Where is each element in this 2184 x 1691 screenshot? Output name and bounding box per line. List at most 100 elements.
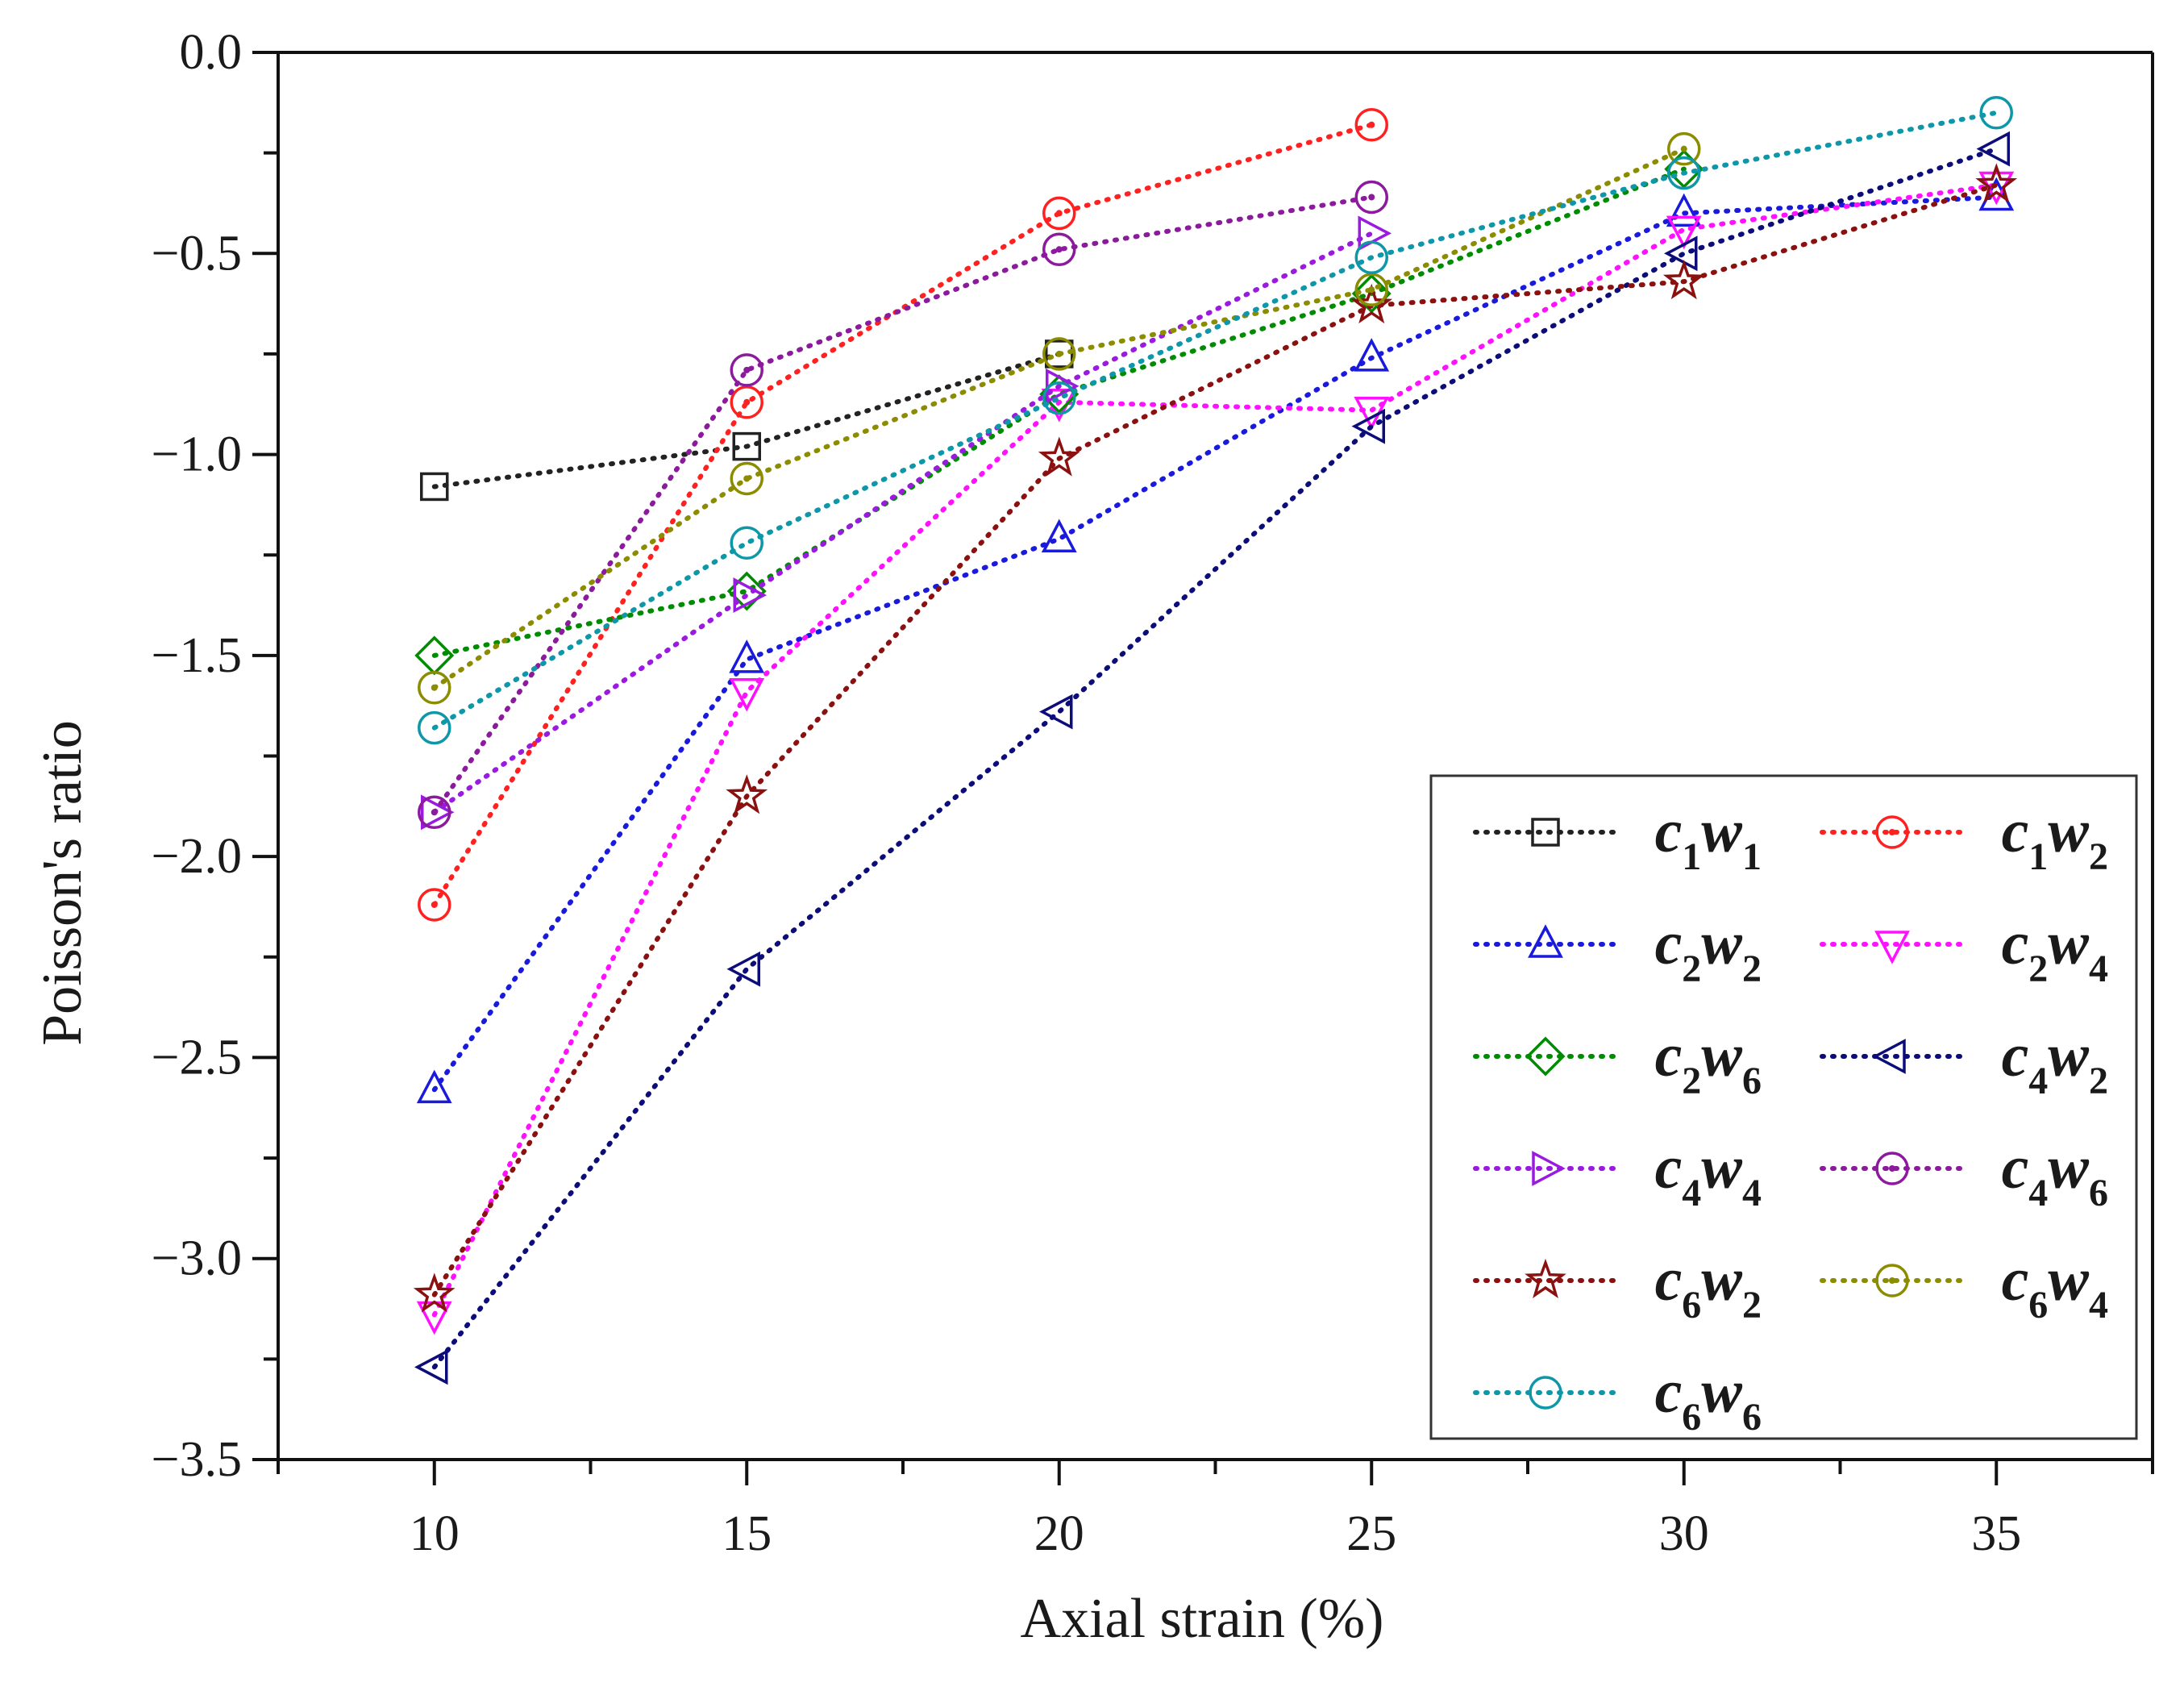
legend-entry-c2w2: c2w2 [1473, 910, 1762, 990]
x-tick-label: 30 [1659, 1506, 1709, 1561]
data-point-c1w2 [1042, 196, 1076, 231]
data-point-c6w4 [418, 670, 451, 705]
series-line-c2w4 [431, 182, 1999, 1318]
legend-swatch-marker [1525, 1258, 1566, 1298]
y-axis-title: Poisson's ratio [31, 720, 94, 1046]
legend-swatch-marker [1875, 1264, 1909, 1297]
x-tick-label: 20 [1034, 1506, 1084, 1561]
data-point-c2w4 [729, 677, 765, 712]
data-point-c6w6 [1354, 240, 1388, 275]
series-line-c6w6 [431, 110, 1999, 731]
data-point-c2w2 [1041, 519, 1077, 553]
series-line-c4w2 [431, 146, 1999, 1370]
legend: c1w1 c1w2 c2w2 c2w4 c2w6 c4w2 c4w4 c4w6 c6w2 c6w4… [1429, 774, 2138, 1440]
x-tick-label: 25 [1346, 1506, 1396, 1561]
legend-label: c6w4 [2002, 1246, 2108, 1327]
data-point-c2w2 [1354, 338, 1390, 372]
legend-label: c6w2 [1655, 1246, 1762, 1327]
data-point-c2w2 [1666, 193, 1702, 227]
series-line-c4w4 [431, 231, 1375, 815]
legend-label: c1w2 [2002, 798, 2108, 878]
data-point-c1w1 [1045, 339, 1074, 369]
data-point-c4w6 [418, 795, 451, 830]
data-point-c2w2 [416, 1069, 452, 1104]
data-point-c2w2 [729, 639, 765, 673]
legend-label: c2w2 [1655, 910, 1762, 990]
y-tick-label: −1.5 [152, 628, 242, 683]
legend-swatch-marker [1875, 815, 1909, 849]
data-point-c6w6 [1979, 96, 2013, 130]
y-tick-label: 0.0 [180, 25, 243, 80]
series-c6w4 [418, 131, 1701, 705]
data-point-c1w2 [1354, 107, 1388, 142]
data-point-c6w2 [1975, 163, 2018, 203]
series-line-c1w1 [431, 351, 1062, 489]
series-c1w1 [420, 339, 1074, 502]
legend-entry-c4w4: c4w4 [1473, 1134, 1762, 1214]
data-point-c6w4 [1667, 131, 1701, 166]
data-point-c6w2 [1038, 436, 1080, 477]
legend-label: c4w2 [2002, 1022, 2108, 1102]
legend-label: c2w6 [1655, 1022, 1762, 1102]
data-point-c2w4 [1666, 215, 1702, 250]
legend-entry-c4w6: c4w6 [1820, 1134, 2108, 1214]
series-c6w2 [413, 163, 2018, 1313]
data-point-c6w4 [730, 461, 763, 496]
series-line-c6w2 [431, 182, 1999, 1297]
legend-label: c6w6 [1655, 1358, 1762, 1439]
legend-entry-c2w4: c2w4 [1820, 910, 2108, 990]
data-point-c4w6 [1354, 180, 1388, 214]
data-point-c4w4 [421, 794, 455, 831]
legend-swatch-marker [1875, 1152, 1909, 1185]
y-tick-label: −0.5 [152, 226, 242, 281]
data-point-c4w6 [1042, 232, 1076, 267]
legend-label: c1w1 [1655, 798, 1762, 878]
data-point-c1w1 [732, 431, 761, 461]
x-axis-title: Axial strain (%) [1021, 1588, 1384, 1650]
legend-entry-c6w2: c6w2 [1473, 1246, 1762, 1327]
data-point-c4w2 [726, 951, 760, 987]
series-line-c4w6 [431, 194, 1375, 815]
data-point-c1w2 [418, 888, 451, 922]
data-point-c6w6 [1667, 156, 1701, 190]
data-point-c6w6 [418, 710, 451, 745]
legend-swatch-marker [1531, 818, 1560, 847]
series-c6w6 [418, 96, 2013, 745]
data-point-c6w6 [730, 526, 763, 560]
legend-label: c4w6 [2002, 1134, 2108, 1214]
data-point-c4w4 [733, 577, 767, 613]
legend-entry-c1w2: c1w2 [1820, 798, 2108, 878]
data-point-c1w1 [420, 472, 449, 502]
series-c4w6 [418, 180, 1388, 830]
series-layer [413, 96, 2018, 1385]
legend-entry-c1w1: c1w1 [1473, 798, 1762, 878]
series-line-c2w6 [431, 166, 1687, 658]
data-point-c4w4 [1046, 368, 1080, 404]
axes-layer: 10 15 20 25 30 35 0.0 −0.5 −1.0 −1.5 −2.0 −2.5 −3.0 −… [152, 25, 2154, 1561]
data-point-c6w6 [1042, 381, 1076, 415]
legend-swatch-marker [1532, 1151, 1566, 1186]
data-point-c1w2 [730, 385, 763, 419]
legend-swatch-marker [1874, 931, 1910, 964]
legend-entry-c4w2: c4w2 [1820, 1022, 2108, 1102]
data-point-c4w6 [730, 353, 763, 387]
legend-label: c2w4 [2002, 910, 2108, 990]
series-c4w4 [421, 215, 1392, 831]
legend-swatch-marker [1872, 1039, 1906, 1074]
y-tick-label: −3.5 [152, 1432, 242, 1487]
series-c4w2 [414, 131, 2010, 1385]
y-tick-label: −2.0 [152, 829, 242, 884]
y-tick-label: −3.0 [152, 1231, 242, 1286]
legend-entry-c6w6: c6w6 [1473, 1358, 1762, 1439]
legend-label: c4w4 [1655, 1134, 1762, 1214]
data-point-c4w2 [1039, 693, 1073, 730]
legend-box [1429, 774, 2138, 1440]
data-point-c6w4 [1042, 337, 1076, 371]
x-tick-label: 10 [410, 1506, 460, 1561]
series-line-c1w2 [431, 122, 1375, 907]
data-point-c6w2 [726, 774, 768, 814]
legend-entry-c2w6: c2w6 [1473, 1022, 1762, 1102]
series-line-c2w2 [431, 194, 1999, 1093]
data-point-c4w2 [1664, 235, 1698, 272]
